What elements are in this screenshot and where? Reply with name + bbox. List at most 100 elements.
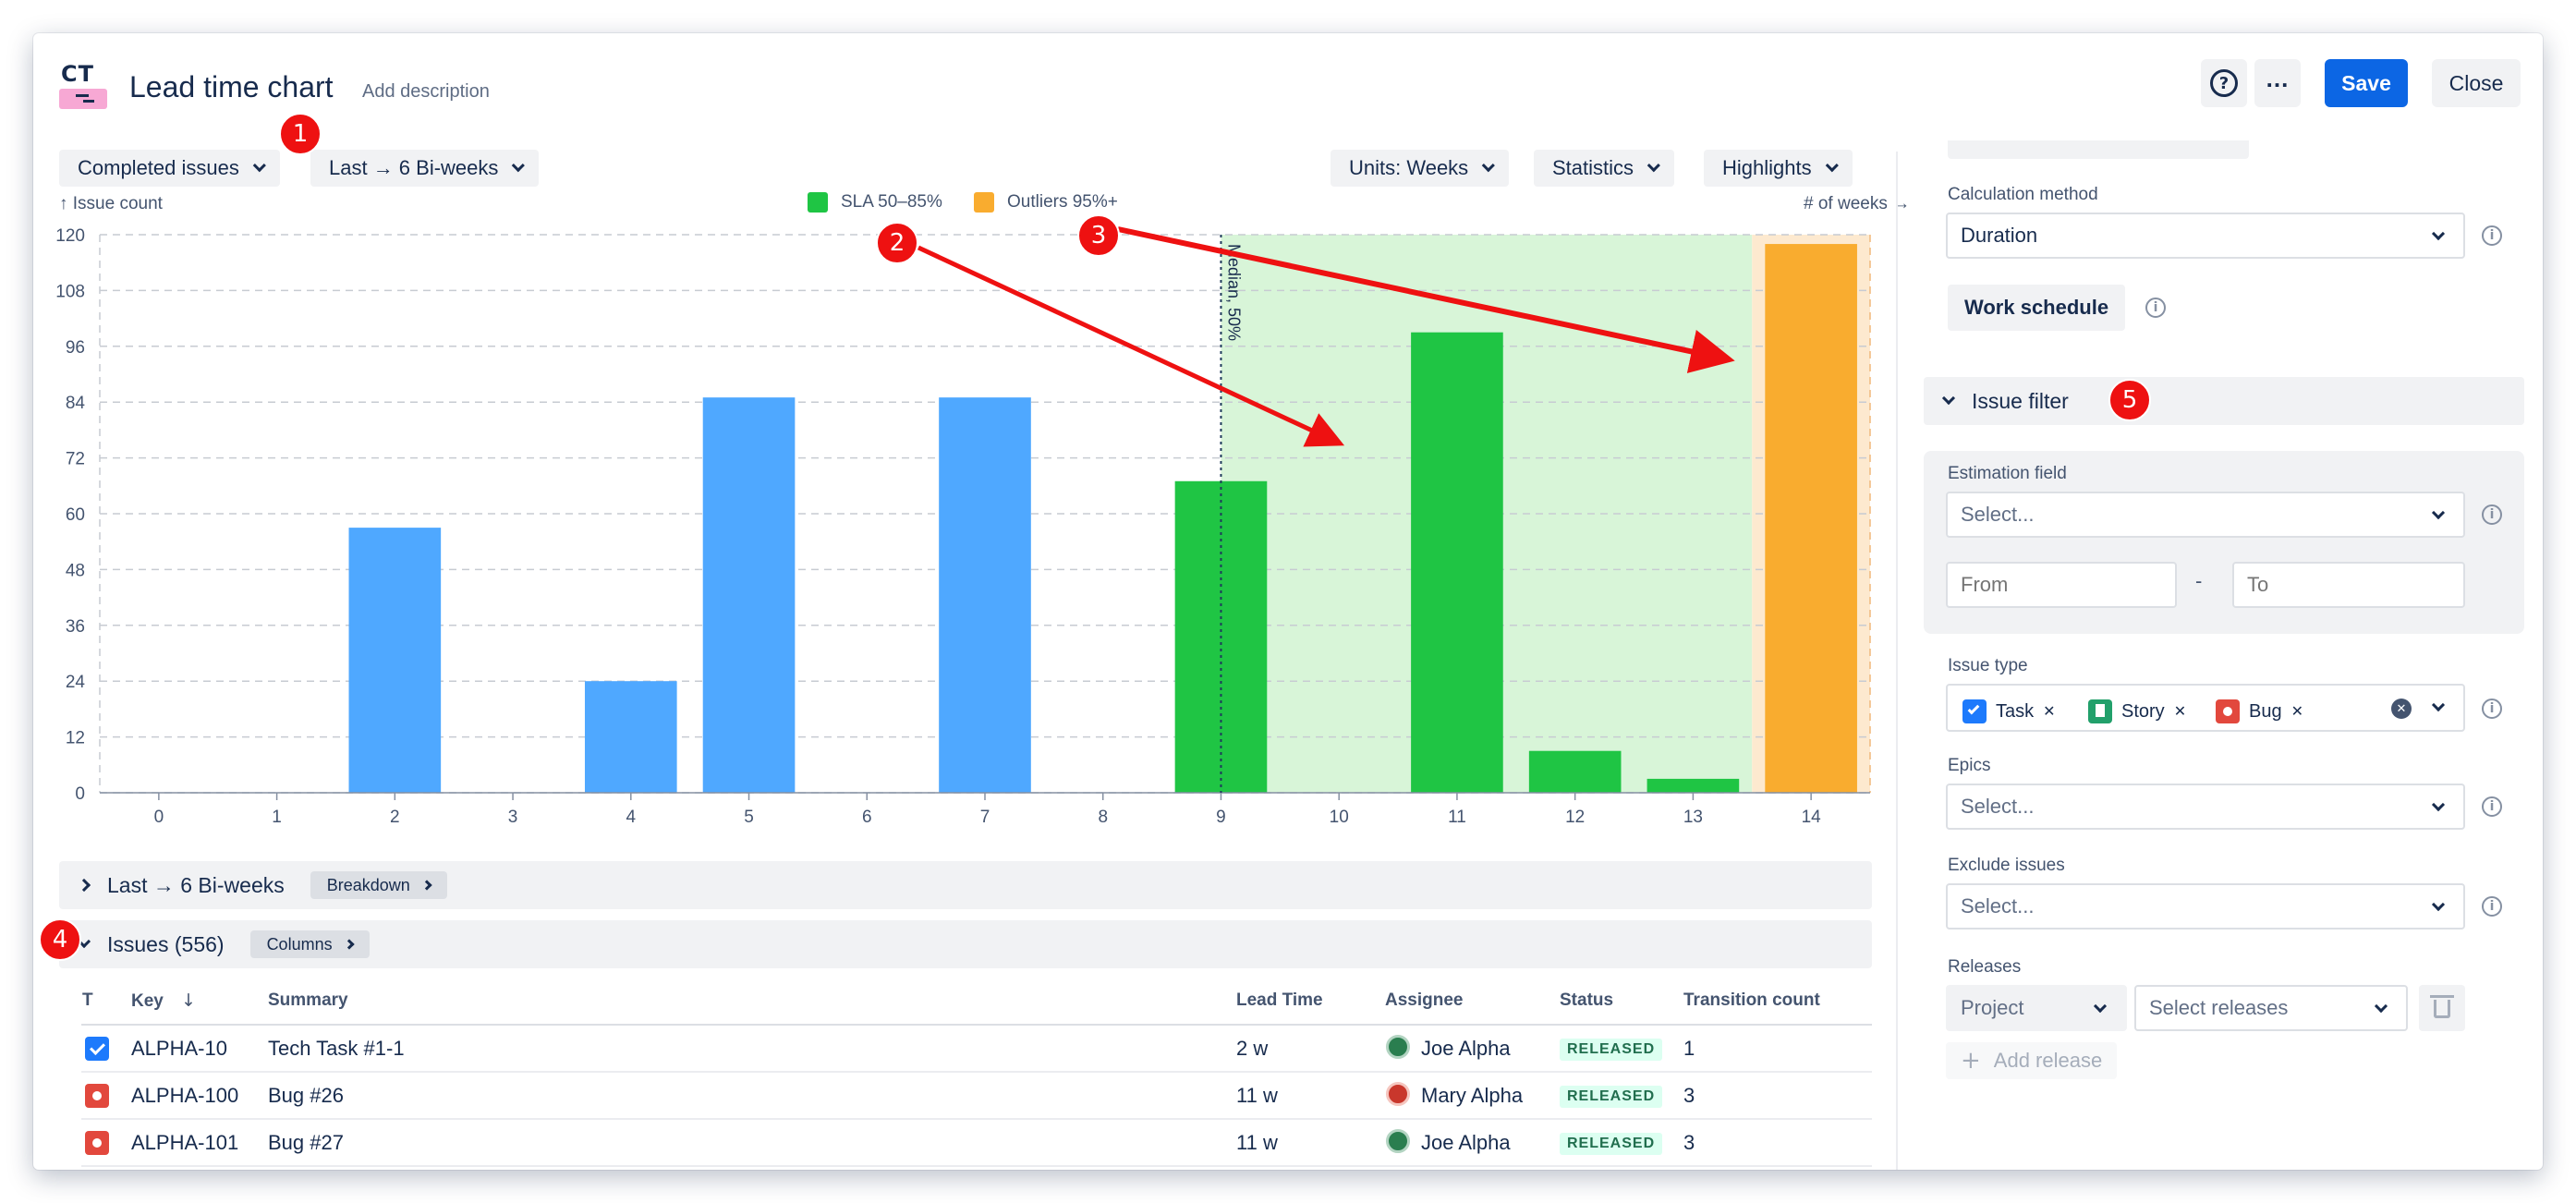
- estimation-to-input[interactable]: [2232, 562, 2465, 608]
- issues-section[interactable]: Issues (556) Columns: [59, 920, 1872, 968]
- y-tick-label: 120: [55, 226, 85, 246]
- issue-summary: Bug #27: [268, 1131, 344, 1154]
- table-row[interactable]: ALPHA-10 Tech Task #1-1 2 w Joe Alpha RELEAS…: [81, 1026, 1872, 1073]
- close-button[interactable]: Close: [2432, 59, 2521, 107]
- arrow-down-icon: ↓: [181, 990, 197, 1011]
- table-row[interactable]: ALPHA-101 Bug #27 11 w Joe Alpha RELEASED 3: [81, 1120, 1872, 1167]
- select-releases-dropdown[interactable]: Select releases: [2134, 985, 2408, 1031]
- estimation-field-label: Estimation field: [1948, 464, 2067, 483]
- column-header-transition-count[interactable]: Transition count: [1683, 990, 1820, 1010]
- annotation-arrow: [1117, 226, 1735, 373]
- epics-select[interactable]: Select...: [1946, 784, 2465, 830]
- exclude-issues-select[interactable]: Select...: [1946, 883, 2465, 930]
- column-header-type[interactable]: T: [82, 990, 93, 1010]
- y-tick-label: 24: [66, 673, 86, 692]
- exclude-issues-label: Exclude issues: [1948, 856, 2065, 875]
- units-label: Units: Weeks: [1349, 156, 1469, 179]
- info-icon[interactable]: i: [2482, 896, 2502, 917]
- annotation-arrow: [917, 245, 1345, 447]
- issue-summary: Tech Task #1-1: [268, 1037, 405, 1060]
- x-tick-label: 11: [1448, 808, 1466, 827]
- breakdown-section[interactable]: Last → 6 Bi-weeks Breakdown: [59, 861, 1872, 909]
- remove-tag-icon[interactable]: ✕: [2173, 704, 2187, 720]
- transition-count: 3: [1683, 1084, 1695, 1107]
- info-icon[interactable]: i: [2482, 504, 2502, 525]
- breakdown-button-label: Breakdown: [326, 875, 410, 894]
- column-header-lead-time[interactable]: Lead Time: [1236, 990, 1323, 1010]
- issue-key-link[interactable]: ALPHA-10: [131, 1037, 227, 1060]
- y-tick-label: 36: [66, 617, 85, 637]
- estimation-field-select[interactable]: Select...: [1946, 492, 2465, 538]
- add-release-button[interactable]: + Add release: [1946, 1042, 2118, 1079]
- y-axis-label: ↑ Issue count: [59, 194, 163, 213]
- annotation-marker-5: 5: [2108, 379, 2151, 421]
- clear-all-icon[interactable]: ✕: [2391, 699, 2412, 719]
- info-icon[interactable]: i: [2482, 225, 2502, 246]
- y-tick-label: 96: [66, 338, 85, 358]
- bug-icon: [85, 1084, 109, 1108]
- period-dropdown[interactable]: Last → 6 Bi-weeks: [310, 150, 540, 187]
- column-header-status[interactable]: Status: [1560, 990, 1614, 1010]
- task-icon: [85, 1037, 109, 1061]
- median-label: Median, 50%: [1224, 244, 1243, 341]
- lead-time-value: 11 w: [1236, 1131, 1278, 1154]
- work-schedule-button[interactable]: Work schedule: [1948, 285, 2126, 331]
- issue-key-link[interactable]: ALPHA-101: [131, 1131, 239, 1154]
- info-icon[interactable]: i: [2482, 796, 2502, 817]
- panel-collapsed-field: [1948, 140, 2249, 159]
- columns-button[interactable]: Columns: [249, 930, 370, 958]
- table-row[interactable]: ALPHA-100 Bug #26 11 w Mary Alpha RELEASED 3: [81, 1073, 1872, 1120]
- info-icon[interactable]: i: [2482, 699, 2502, 719]
- info-icon[interactable]: i: [2145, 298, 2166, 318]
- issue-type-multiselect[interactable]: Task ✕ Story ✕ Bug ✕ ✕: [1946, 684, 2465, 732]
- issues-filter-dropdown[interactable]: Completed issues: [59, 150, 280, 187]
- column-header-summary[interactable]: Summary: [268, 990, 348, 1010]
- avatar: [1386, 1035, 1410, 1059]
- y-tick-label: 0: [75, 784, 85, 804]
- x-tick-label: 4: [626, 808, 637, 827]
- column-header-key[interactable]: Key ↓: [131, 990, 196, 1012]
- bar: [702, 397, 796, 793]
- annotation-marker-4: 4: [39, 918, 81, 961]
- calculation-method-select[interactable]: Duration: [1946, 213, 2465, 259]
- x-tick-label: 10: [1330, 808, 1349, 827]
- issue-key-link[interactable]: ALPHA-100: [131, 1084, 239, 1107]
- annotation-marker-2: 2: [876, 222, 918, 264]
- releases-project-select[interactable]: Project: [1946, 985, 2127, 1031]
- more-actions-button[interactable]: ...: [2254, 59, 2301, 107]
- breakdown-section-label: Last → 6 Bi-weeks: [107, 872, 285, 897]
- range-separator: -: [2195, 569, 2203, 592]
- issue-type-tag-story: Story ✕: [2088, 699, 2186, 724]
- issue-filter-section[interactable]: Issue filter: [1924, 377, 2524, 425]
- breakdown-button[interactable]: Breakdown: [310, 871, 447, 899]
- lead-time-value: 2 w: [1236, 1037, 1269, 1060]
- x-tick-label: 0: [154, 808, 164, 827]
- statistics-dropdown[interactable]: Statistics: [1534, 150, 1675, 187]
- remove-tag-icon[interactable]: ✕: [2290, 704, 2303, 720]
- add-release-label: Add release: [1993, 1049, 2103, 1072]
- units-dropdown[interactable]: Units: Weeks: [1331, 150, 1510, 187]
- status-badge: RELEASED: [1560, 1133, 1663, 1155]
- remove-tag-icon[interactable]: ✕: [2043, 704, 2056, 720]
- annotation-marker-1: 1: [279, 113, 322, 155]
- calculation-method-value: Duration: [1961, 224, 2038, 247]
- add-description-link[interactable]: Add description: [362, 81, 490, 102]
- story-icon: [2088, 699, 2112, 723]
- help-button[interactable]: ?: [2201, 59, 2247, 107]
- delete-release-button[interactable]: [2419, 985, 2465, 1031]
- highlights-dropdown[interactable]: Highlights: [1704, 150, 1853, 187]
- x-tick-label: 13: [1683, 808, 1703, 827]
- y-tick-label: 60: [66, 505, 85, 525]
- bar: [1528, 750, 1622, 793]
- estimation-field-placeholder: Select...: [1961, 503, 2035, 526]
- select-releases-placeholder: Select releases: [2149, 996, 2289, 1019]
- estimation-from-input[interactable]: [1946, 562, 2177, 608]
- legend-swatch: [974, 192, 994, 213]
- issue-type-tag-bug: Bug ✕: [2216, 699, 2303, 724]
- save-button[interactable]: Save: [2325, 59, 2408, 107]
- column-header-assignee[interactable]: Assignee: [1385, 990, 1464, 1010]
- epics-label: Epics: [1948, 756, 1991, 775]
- columns-button-label: Columns: [266, 934, 333, 954]
- issues-filter-label: Completed issues: [78, 156, 239, 179]
- x-tick-label: 2: [390, 808, 400, 827]
